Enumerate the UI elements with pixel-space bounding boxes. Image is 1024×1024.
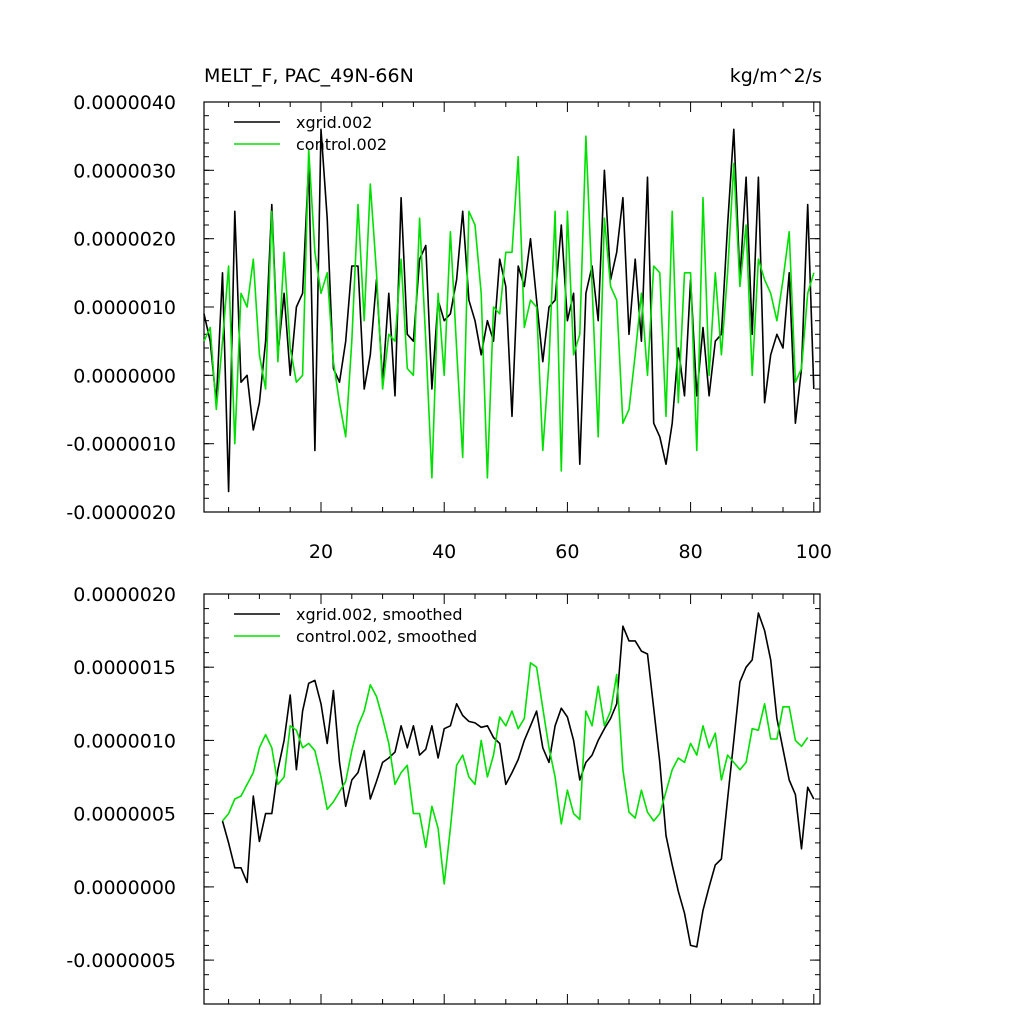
top-plot: 20 40 60 80 100 -0.0000020 -0.0000010 0.0000000… bbox=[66, 92, 832, 563]
y-tick-label: 0.0000020 bbox=[73, 584, 176, 606]
y-tick-label: 0.0000010 bbox=[73, 297, 176, 319]
y-tick-label: 0.0000000 bbox=[73, 877, 176, 899]
series-line-xgrid bbox=[221, 612, 815, 948]
chart-title: MELT_F, PAC_49N-66N bbox=[204, 65, 414, 87]
y-tick-label: 0.0000030 bbox=[73, 160, 176, 182]
y-tick-label: 0.0000000 bbox=[73, 365, 176, 387]
legend-label: control.002 bbox=[296, 135, 387, 154]
legend-label: xgrid.002 bbox=[296, 113, 372, 132]
y-tick-label: -0.0000005 bbox=[66, 950, 176, 972]
x-tick-label: 40 bbox=[432, 541, 456, 563]
y-tick-label: 0.0000005 bbox=[73, 804, 176, 826]
chart-units: kg/m^2/s bbox=[730, 65, 822, 87]
x-tick-label: 80 bbox=[679, 541, 703, 563]
series-line-control bbox=[221, 661, 809, 885]
y-tick-label: -0.0000020 bbox=[66, 502, 176, 524]
y-tick-label: -0.0000010 bbox=[66, 434, 176, 456]
series-line-control bbox=[203, 135, 815, 479]
legend-label: xgrid.002, smoothed bbox=[296, 605, 463, 624]
bottom-plot: -0.0000005 0.0000000 0.0000005 0.0000010 0.0… bbox=[66, 584, 821, 1005]
y-tick-label: 0.0000040 bbox=[73, 92, 176, 114]
legend-label: control.002, smoothed bbox=[296, 627, 477, 646]
x-tick-label: 60 bbox=[555, 541, 579, 563]
x-tick-label: 100 bbox=[796, 541, 832, 563]
y-tick-label: 0.0000020 bbox=[73, 229, 176, 251]
y-tick-label: 0.0000010 bbox=[73, 730, 176, 752]
y-tick-label: 0.0000015 bbox=[73, 657, 176, 679]
series-line-xgrid bbox=[203, 128, 815, 493]
x-tick-label: 20 bbox=[309, 541, 333, 563]
